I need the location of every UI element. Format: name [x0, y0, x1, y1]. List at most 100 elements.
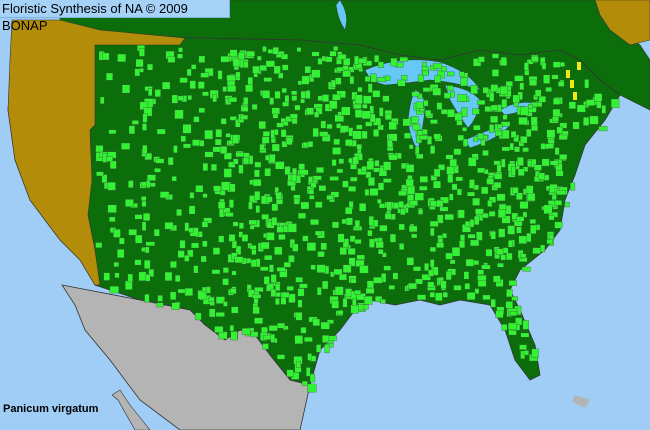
county-patch [469, 179, 475, 189]
county-patch [527, 193, 536, 202]
county-patch [362, 104, 368, 109]
county-patch [453, 285, 462, 291]
county-patch [338, 273, 347, 281]
county-patch [171, 94, 178, 104]
county-patch [335, 77, 342, 85]
county-patch [449, 193, 454, 201]
county-patch [392, 272, 399, 280]
county-patch [332, 147, 342, 155]
county-patch [369, 105, 374, 114]
county-patch [364, 189, 370, 196]
county-patch [519, 82, 525, 90]
county-patch [141, 247, 146, 252]
county-patch [317, 95, 323, 101]
county-patch [277, 322, 285, 329]
county-patch [145, 274, 151, 282]
county-patch [397, 79, 406, 87]
county-patch [241, 328, 251, 335]
county-patch [509, 311, 518, 316]
county-patch [201, 221, 209, 228]
county-patch [314, 111, 320, 118]
county-patch [184, 287, 193, 296]
county-patch [433, 133, 441, 140]
county-patch [411, 91, 420, 97]
county-patch [435, 292, 443, 301]
county-patch [288, 255, 295, 263]
county-patch [369, 113, 376, 123]
county-patch [341, 218, 347, 225]
county-patch [287, 223, 297, 233]
county-patch [252, 65, 260, 74]
county-patch [288, 293, 296, 303]
county-patch [415, 278, 423, 285]
county-patch [541, 62, 547, 70]
county-patch [232, 57, 241, 67]
county-patch [552, 116, 559, 122]
county-patch [211, 269, 221, 275]
rare-county [577, 62, 581, 70]
county-patch [529, 219, 537, 224]
county-patch [173, 145, 178, 154]
county-patch [297, 299, 303, 308]
county-patch [297, 288, 305, 297]
county-patch [235, 151, 244, 157]
county-patch [345, 288, 352, 298]
county-patch [141, 181, 147, 188]
county-patch [188, 205, 196, 215]
county-patch [534, 89, 542, 97]
county-patch [368, 216, 374, 226]
county-patch [301, 75, 310, 85]
county-patch [388, 285, 395, 290]
county-patch [223, 168, 232, 178]
county-patch [373, 129, 380, 137]
county-patch [451, 247, 461, 257]
county-patch [353, 103, 362, 109]
county-patch [413, 266, 421, 272]
county-patch [347, 248, 356, 255]
county-patch [299, 169, 309, 176]
county-patch [477, 275, 487, 281]
county-patch [473, 125, 481, 131]
county-patch [295, 360, 301, 368]
county-patch [489, 124, 495, 133]
county-patch [461, 107, 468, 117]
county-patch [310, 219, 319, 226]
county-patch [164, 222, 174, 230]
county-patch [352, 156, 359, 165]
county-patch [316, 167, 324, 173]
county-patch [361, 130, 368, 139]
county-patch [174, 109, 184, 119]
county-patch [427, 281, 435, 288]
county-patch [497, 262, 504, 268]
county-patch [315, 201, 323, 208]
county-patch [274, 91, 281, 99]
county-patch [382, 252, 387, 258]
county-patch [380, 298, 386, 304]
county-patch [387, 139, 393, 148]
county-patch [271, 217, 278, 226]
county-patch [248, 201, 253, 210]
county-patch [332, 94, 341, 101]
county-patch [350, 304, 359, 314]
county-patch [354, 109, 363, 118]
county-patch [125, 199, 134, 207]
county-patch [583, 117, 590, 126]
county-patch [521, 266, 531, 272]
county-patch [269, 97, 274, 105]
county-patch [331, 300, 339, 309]
county-patch [164, 271, 173, 281]
county-patch [223, 301, 228, 307]
county-patch [103, 272, 110, 281]
county-patch [356, 124, 363, 130]
county-patch [187, 95, 192, 101]
county-patch [446, 166, 455, 175]
county-patch [316, 287, 322, 296]
county-patch [364, 296, 373, 305]
county-patch [477, 167, 486, 174]
county-patch [238, 51, 245, 60]
county-patch [292, 243, 299, 252]
county-patch [523, 350, 529, 356]
county-patch [300, 91, 307, 99]
county-patch [473, 136, 479, 142]
county-patch [337, 233, 345, 243]
